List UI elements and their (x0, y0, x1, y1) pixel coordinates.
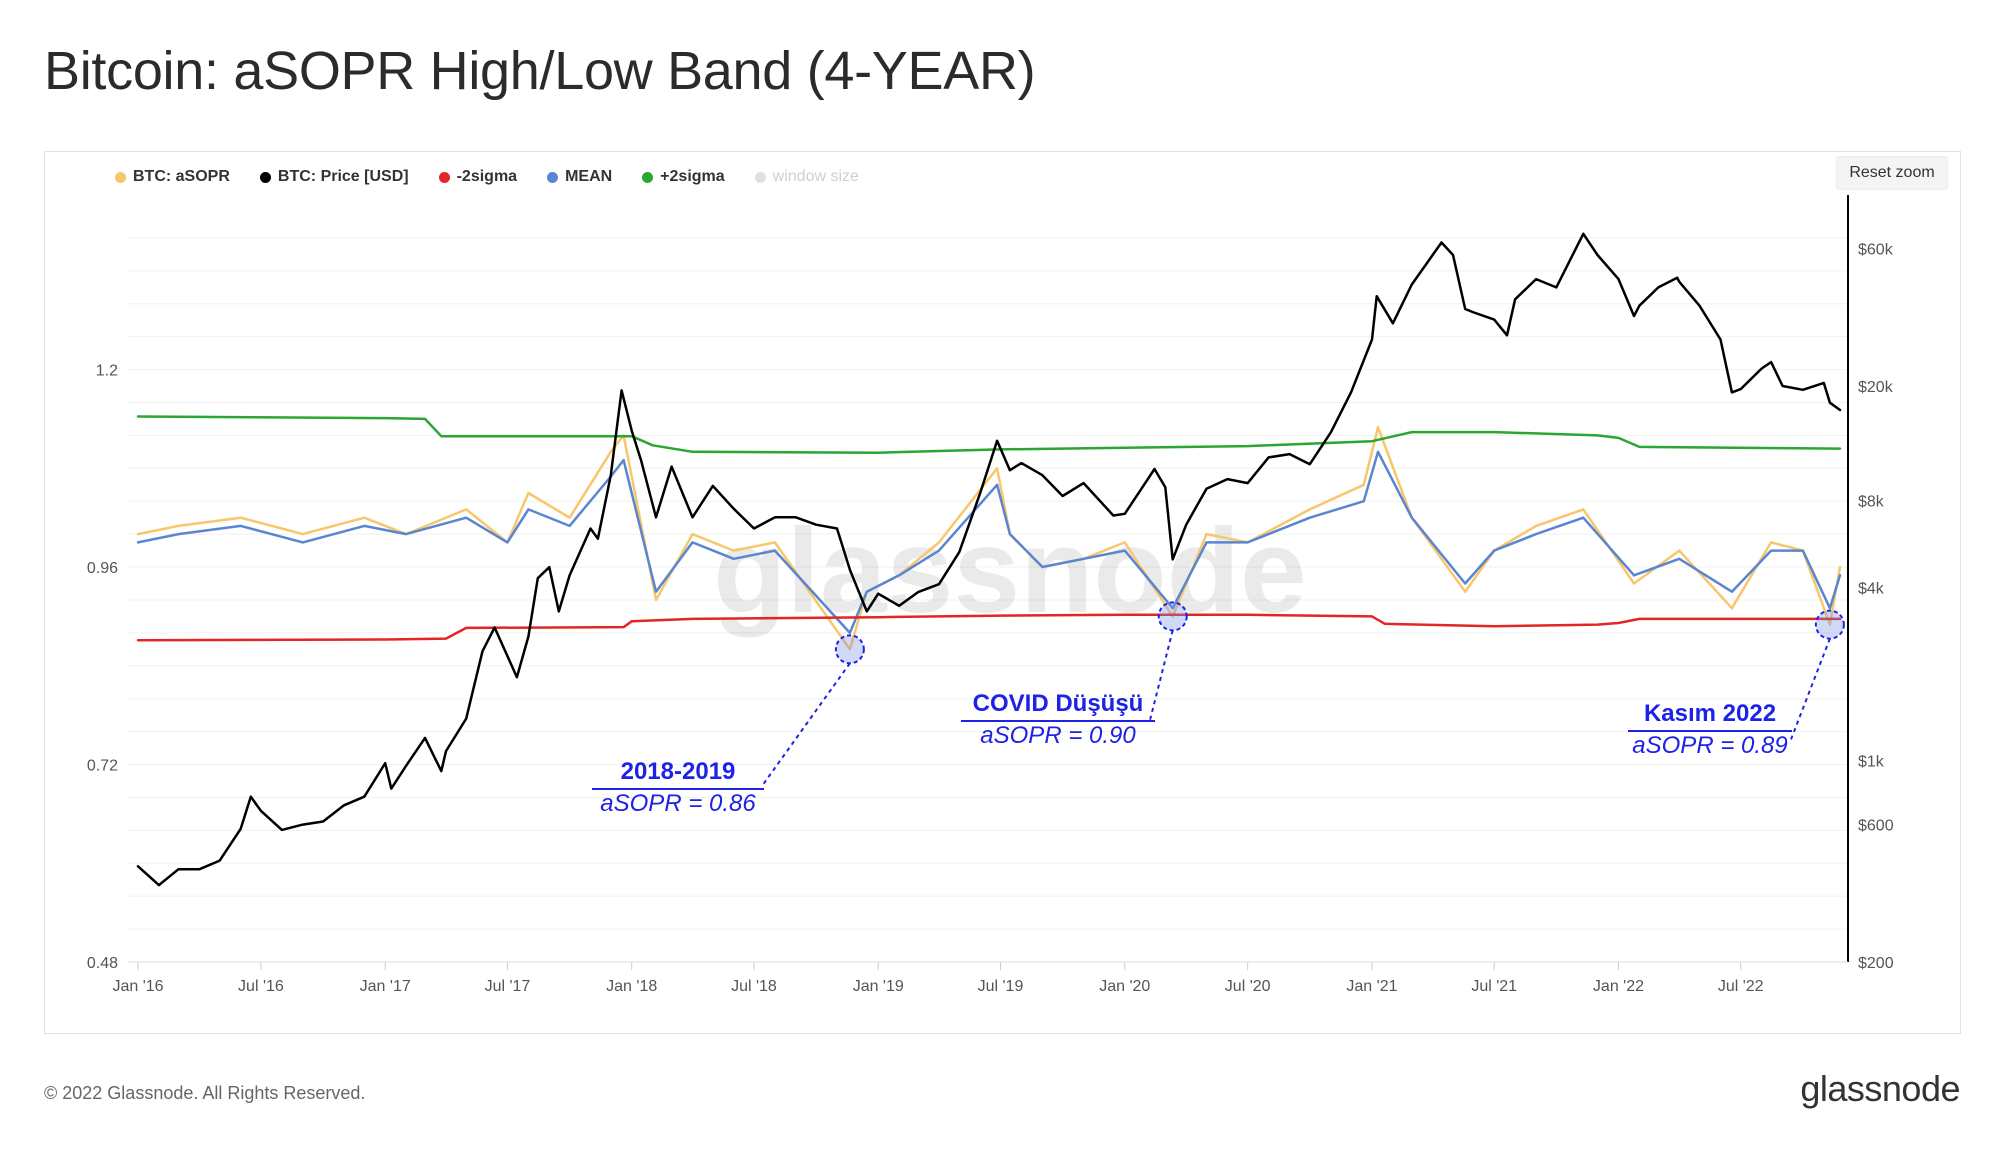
chart-frame (44, 151, 1961, 1034)
annotation-label: COVID Düşüşü (961, 690, 1155, 722)
annotation-marker (834, 634, 865, 665)
annotation-value: aSOPR = 0.90 (980, 722, 1136, 749)
annotation-value: aSOPR = 0.89 (1632, 732, 1788, 759)
x-tick-label: Jul '22 (1718, 978, 1764, 995)
x-tick-label: Jan '16 (112, 978, 163, 995)
annotation-label: Kasım 2022 (1628, 700, 1792, 732)
legend-label: -2sigma (456, 168, 518, 185)
y-right-tick-label: $20k (1858, 379, 1894, 396)
legend-label: MEAN (565, 168, 613, 185)
legend-item[interactable]: -2sigma (438, 168, 518, 186)
footer-brand-logo: glassnode (1800, 1068, 1960, 1109)
legend-dot-icon (259, 171, 271, 183)
legend-dot-icon (754, 171, 766, 183)
x-tick-label: Jul '20 (1225, 978, 1271, 995)
annotation-marker (1157, 601, 1188, 632)
legend-label: window size (772, 168, 859, 185)
y-left-tick-label: 0.72 (87, 758, 118, 775)
y-right-tick-label: $600 (1858, 818, 1894, 835)
x-tick-label: Jan '21 (1346, 978, 1397, 995)
annotation-leader-line (761, 662, 851, 787)
legend-item[interactable]: window size (754, 168, 859, 186)
reset-zoom-button[interactable]: Reset zoom (1836, 156, 1948, 190)
chart-legend: BTC: aSOPR BTC: Price [USD] -2sigma MEAN +2s… (115, 168, 859, 186)
legend-item[interactable]: BTC: aSOPR (115, 168, 230, 186)
legend-dot-icon (115, 171, 126, 183)
series-line-btc-price-usd (136, 232, 1842, 887)
annotation-marker (1814, 609, 1845, 640)
x-tick-label: Jul '18 (731, 978, 777, 995)
x-tick-label: Jan '22 (1593, 978, 1644, 995)
y-right-tick-label: $1k (1858, 754, 1885, 771)
x-tick-label: Jan '20 (1099, 978, 1150, 995)
x-tick-label: Jul '16 (238, 978, 284, 995)
series-line-2sigma (136, 613, 1842, 642)
y-right-tick-label: $8k (1858, 494, 1885, 511)
annotation-covid: COVID Düşüşü aSOPR = 0.90 (961, 690, 1155, 750)
series-line-mean (136, 450, 1842, 635)
y-left-tick-label: 0.96 (87, 560, 118, 577)
annotation-label: 2018-2019 (592, 758, 764, 790)
x-tick-label: Jul '17 (485, 978, 531, 995)
y-right-tick-label: $60k (1858, 242, 1894, 259)
annotation-november-2022: Kasım 2022 aSOPR = 0.89 (1628, 700, 1792, 760)
x-tick-label: Jul '21 (1471, 978, 1517, 995)
y-right-tick-label: $4k (1858, 580, 1885, 597)
annotation-leader-line (1789, 638, 1831, 743)
annotation-value: aSOPR = 0.86 (600, 790, 756, 817)
legend-dot-icon (438, 171, 450, 183)
y-left-tick-label: 0.48 (87, 955, 118, 972)
footer-copyright: © 2022 Glassnode. All Rights Reserved. (44, 1083, 366, 1103)
x-tick-label: Jul '19 (978, 978, 1024, 995)
page-title: Bitcoin: aSOPR High/Low Band (4-YEAR) (44, 41, 1036, 101)
annotation-2018-2019: 2018-2019 aSOPR = 0.86 (592, 758, 764, 818)
x-tick-label: Jan '19 (853, 978, 904, 995)
legend-label: BTC: aSOPR (133, 168, 230, 185)
y-right-tick-label: $200 (1858, 955, 1894, 972)
legend-item[interactable]: +2sigma (642, 168, 725, 186)
legend-label: BTC: Price [USD] (277, 168, 409, 185)
legend-label: +2sigma (660, 168, 725, 185)
legend-dot-icon (547, 171, 559, 183)
x-tick-label: Jan '17 (360, 978, 411, 995)
x-tick-label: Jan '18 (606, 978, 657, 995)
series-line-2sigma (136, 415, 1842, 454)
legend-item[interactable]: MEAN (547, 168, 612, 186)
legend-dot-icon (642, 171, 654, 183)
legend-item[interactable]: BTC: Price [USD] (259, 168, 409, 186)
y-left-tick-label: 1.2 (96, 363, 118, 380)
